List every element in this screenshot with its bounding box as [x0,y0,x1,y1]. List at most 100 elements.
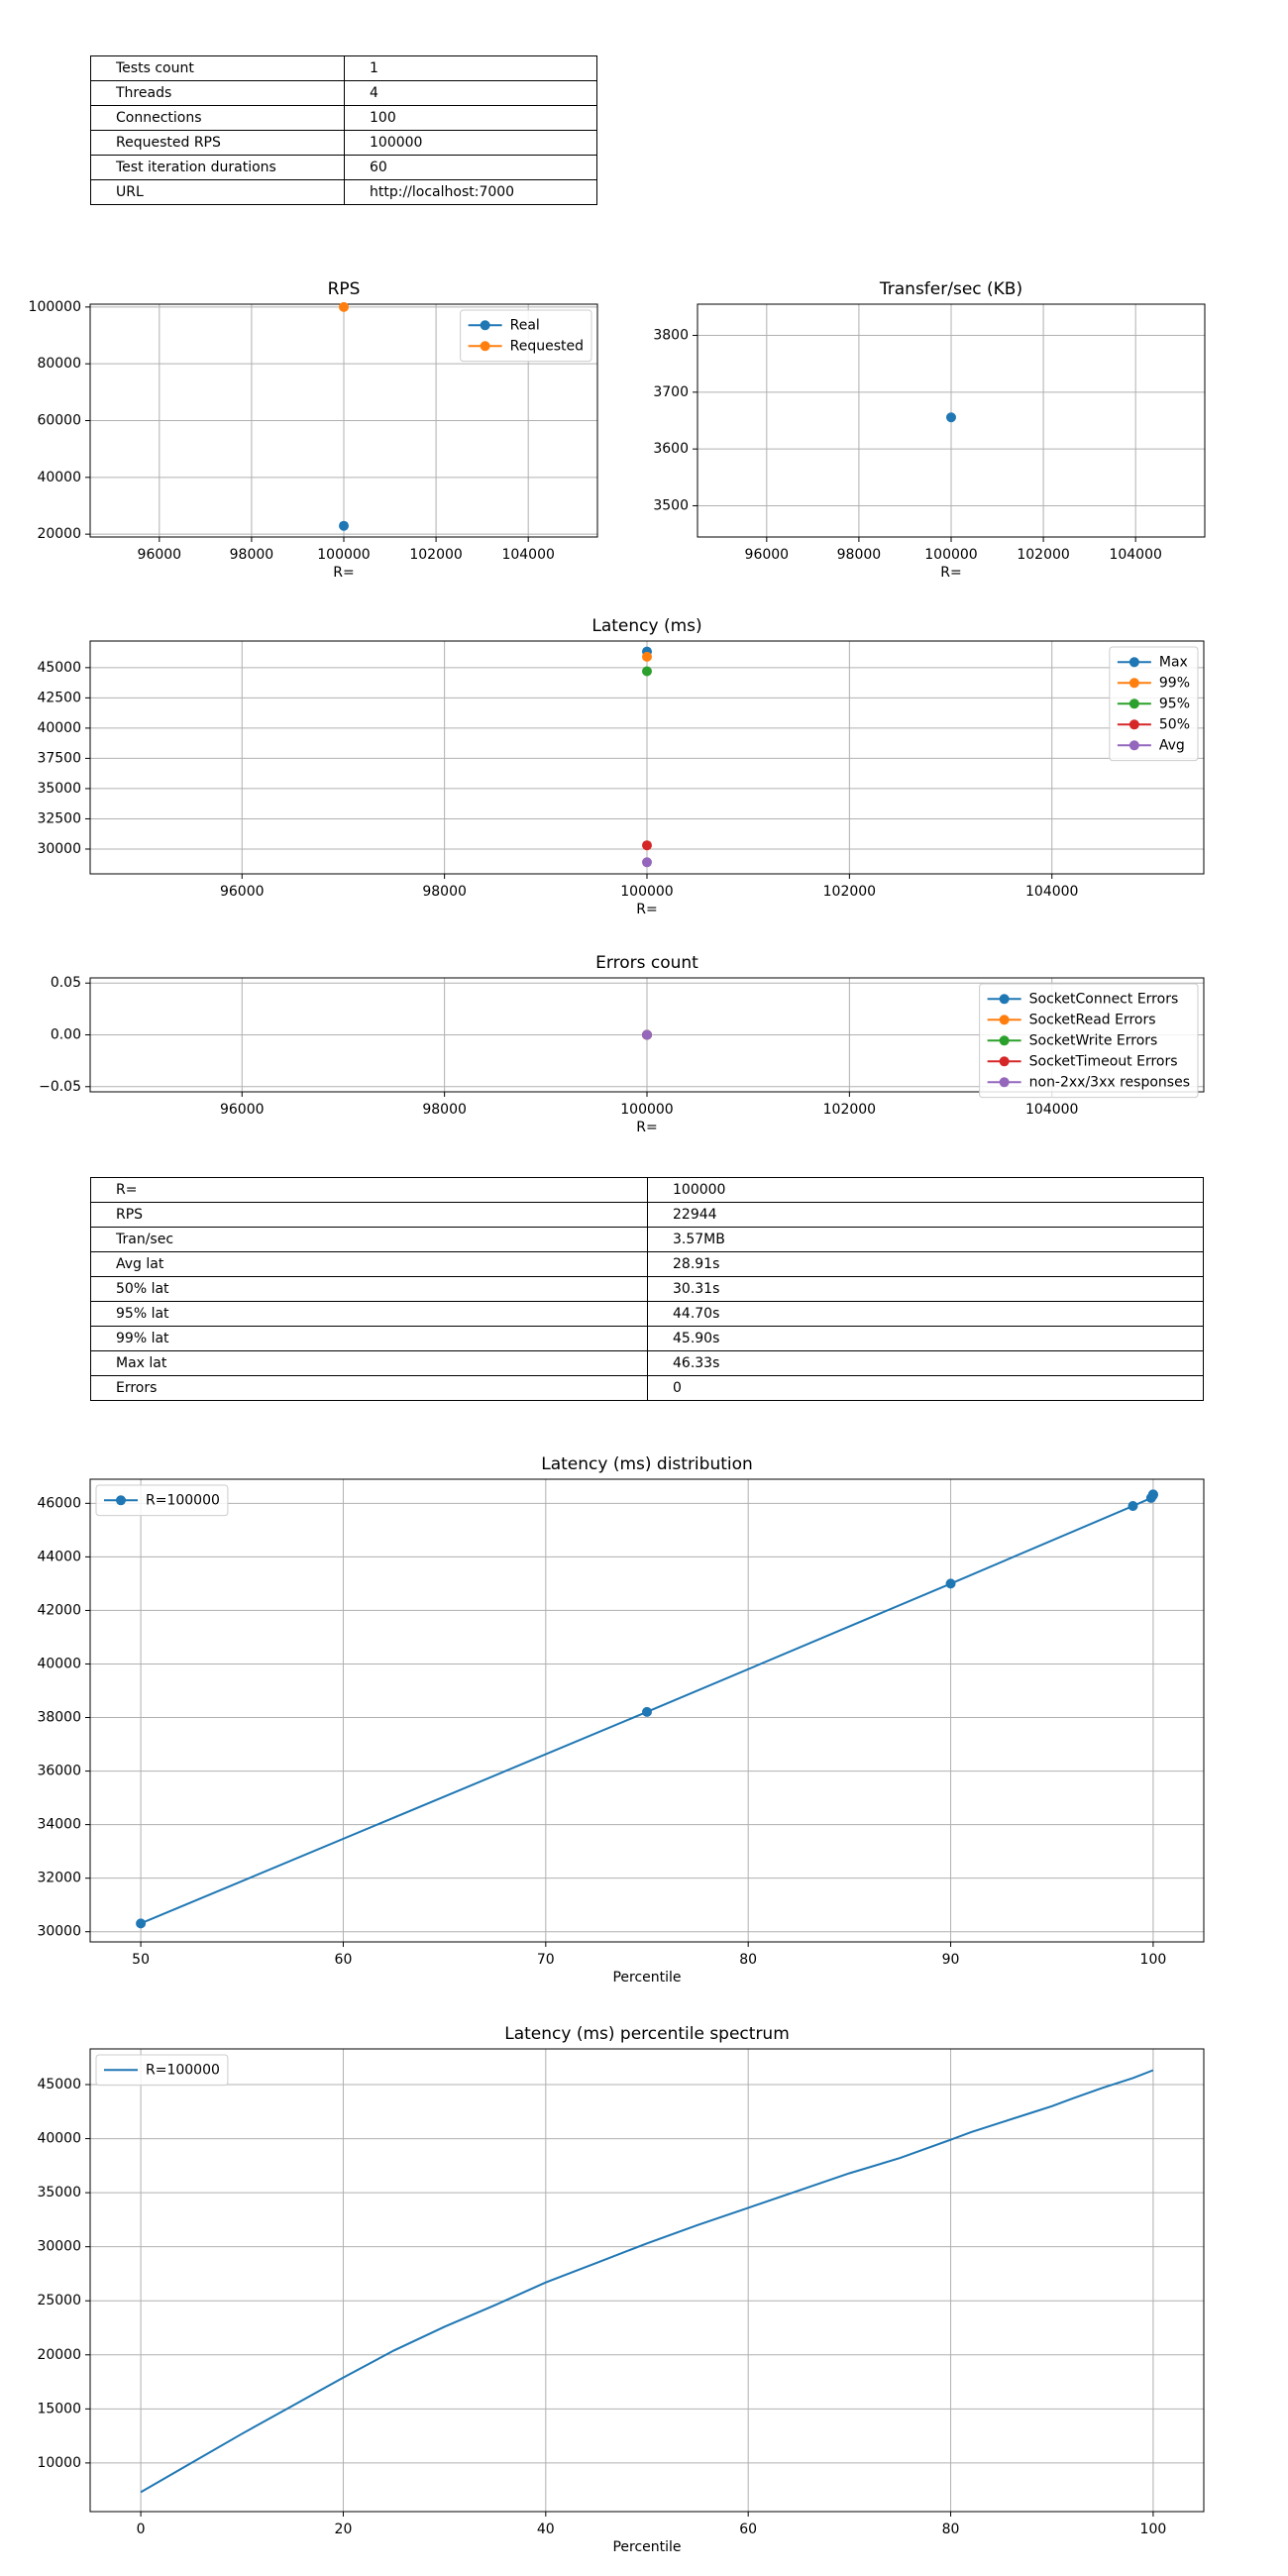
data-point [339,520,349,531]
x-axis-label: R= [636,1120,657,1135]
x-tick-label: 98000 [837,547,882,563]
series-0 [136,1489,1158,1929]
table-value-cell: 100000 [647,1177,1204,1203]
x-tick-label: 0 [137,2522,146,2537]
legend-box [979,983,1199,1099]
table-key-cell: Max lat [90,1350,648,1376]
legend-marker [1128,698,1139,709]
table-value-cell: 0 [647,1375,1204,1401]
table-key-cell: Connections [90,105,345,131]
series-4 [642,1029,652,1040]
data-point [642,666,652,677]
params-row: URL http://localhost:7000 [90,179,597,205]
y-tick-label: 20000 [37,526,81,542]
table-key-cell: 50% lat [90,1276,648,1302]
legend-label: SocketTimeout Errors [1029,1053,1178,1069]
y-tick-label: 80000 [37,356,81,372]
rps-chart: RPS 96000 98000 100000 102000 104000 20000 4000… [29,279,598,581]
chart-title: RPS [328,279,361,299]
x-axis-label: R= [333,565,354,581]
legend-box [95,2054,229,2087]
grid [698,304,1205,537]
results-row: Max lat 46.33s [90,1350,1204,1376]
y-tick-label: 40000 [37,2131,81,2147]
y-tick-label: 60000 [37,413,81,429]
legend-marker [1128,719,1139,730]
x-tick-label: 100000 [620,1102,673,1118]
legend: SocketConnect Errors SocketRead Errors Soc… [979,983,1199,1099]
results-row: 95% lat 44.70s [90,1301,1204,1327]
x-tick-label: 40 [537,2522,555,2537]
data-point [945,1578,956,1589]
y-tick-label: 46000 [37,1495,81,1511]
x-tick-label: 96000 [220,884,265,900]
table-key-cell: 99% lat [90,1326,648,1351]
data-point [136,1918,147,1929]
x-tick-label: 100000 [317,547,370,563]
y-tick-label: 25000 [37,2293,81,2308]
legend-marker [116,1495,126,1506]
series-1 [642,651,652,662]
legend-marker [1128,678,1139,689]
x-axis-label: Percentile [612,1970,681,1986]
table-key-cell: Errors [90,1375,648,1401]
y-tick-label: 35000 [37,2185,81,2200]
params-row: Connections 100 [90,105,597,131]
x-tick-label: 100 [1140,1952,1167,1968]
x-tick-label: 100 [1140,2522,1167,2537]
legend-label: Avg [1159,737,1185,753]
data-point [642,840,652,851]
results-row: Errors 0 [90,1375,1204,1401]
params-table: Tests count 1 Threads 4 Connections 100 Reques… [90,55,597,205]
table-value-cell: 1 [344,55,597,81]
y-tick-label: 15000 [37,2401,81,2416]
y-tick-label: 0.05 [51,975,81,991]
y-tick-label: 45000 [37,660,81,676]
series-0 [946,412,956,423]
x-tick-label: 102000 [1017,547,1069,563]
series-1 [339,301,349,312]
y-tick-label: 3700 [653,384,689,400]
x-tick-label: 102000 [823,1102,876,1118]
results-row: R= 100000 [90,1177,1204,1203]
x-tick-label: 20 [335,2522,353,2537]
legend-label: SocketWrite Errors [1029,1032,1158,1048]
chart-title: Transfer/sec (KB) [879,279,1022,299]
table-key-cell: Tran/sec [90,1227,648,1252]
data-point [642,651,652,662]
legend-marker [999,1015,1010,1025]
series-3 [642,840,652,851]
legend-label: R=100000 [146,2062,220,2078]
table-value-cell: 28.91s [647,1251,1204,1277]
plot-frame [89,977,1205,1093]
y-tick-label: 37500 [37,750,81,766]
x-tick-label: 90 [942,1952,960,1968]
results-row: RPS 22944 [90,1202,1204,1228]
results-row: 99% lat 45.90s [90,1326,1204,1351]
series-2 [642,666,652,677]
legend-marker [1128,740,1139,751]
chart-title: Latency (ms) [591,616,701,636]
table-value-cell: 44.70s [647,1301,1204,1327]
table-value-cell: 60 [344,155,597,180]
table-value-cell: 4 [344,80,597,106]
table-key-cell: Threads [90,80,345,106]
params-row: Requested RPS 100000 [90,130,597,156]
data-point [642,1029,652,1040]
y-tick-label: 32500 [37,810,81,826]
x-tick-label: 50 [132,1952,150,1968]
results-table: R= 100000 RPS 22944 Tran/sec 3.57MB Avg lat 28.… [90,1177,1204,1401]
data-point [642,1706,652,1717]
params-row: Test iteration durations 60 [90,155,597,180]
x-tick-label: 80 [739,1952,757,1968]
y-tick-label: 40000 [37,720,81,736]
table-value-cell: 30.31s [647,1276,1204,1302]
legend: R=100000 [95,2054,229,2087]
table-key-cell: Avg lat [90,1251,648,1277]
legend: Real Requested [460,309,592,363]
table-value-cell: 100 [344,105,597,131]
y-tick-label: 40000 [37,470,81,485]
x-axis-label: Percentile [612,2539,681,2555]
table-value-cell: 3.57MB [647,1227,1204,1252]
results-row: Tran/sec 3.57MB [90,1227,1204,1252]
